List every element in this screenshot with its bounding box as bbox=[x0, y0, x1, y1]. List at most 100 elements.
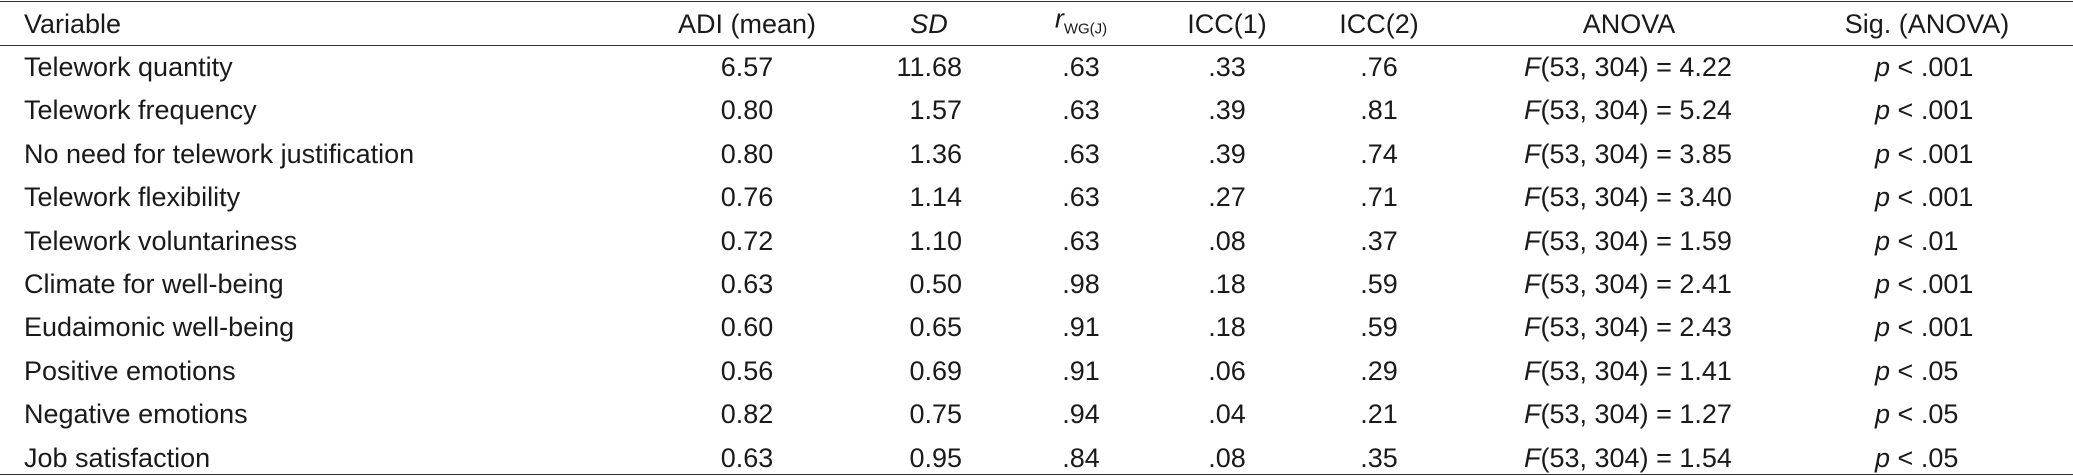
row-label: Telework voluntariness bbox=[24, 225, 298, 256]
cell-value: 1.57 bbox=[909, 95, 962, 126]
cell-value: 0.75 bbox=[909, 399, 962, 430]
stat-text: (53, 304) = 2.41 bbox=[1540, 269, 1732, 299]
stat-symbol: p bbox=[1875, 399, 1891, 430]
cell-value: .71 bbox=[1360, 182, 1398, 213]
header-rule bbox=[0, 45, 2073, 46]
cell-value: .63 bbox=[1062, 182, 1100, 213]
cell-value: .63 bbox=[1062, 95, 1100, 126]
cell-value: .84 bbox=[1062, 442, 1100, 473]
row-label: Negative emotions bbox=[24, 399, 248, 430]
stat-text: (53, 304) = 1.59 bbox=[1540, 225, 1732, 256]
stat-text: (53, 304) = 3.40 bbox=[1540, 182, 1732, 213]
column-header: SD bbox=[910, 9, 948, 39]
stat-symbol: p bbox=[1875, 355, 1891, 386]
cell-value: p < .001 bbox=[1875, 268, 1973, 300]
cell-value: .06 bbox=[1208, 355, 1246, 386]
column-header: ADI (mean) bbox=[677, 9, 817, 39]
row-label: Telework quantity bbox=[24, 52, 233, 82]
cell-value: .39 bbox=[1208, 95, 1246, 126]
cell-value: 1.36 bbox=[909, 138, 962, 169]
cell-value: 0.69 bbox=[909, 355, 962, 386]
stat-symbol: p bbox=[1875, 269, 1891, 299]
column-header: Variable bbox=[24, 9, 122, 39]
cell-value: 0.60 bbox=[720, 312, 774, 343]
cell-value: 0.65 bbox=[909, 312, 962, 343]
cell-value: .37 bbox=[1360, 225, 1398, 256]
stat-symbol: F bbox=[1524, 95, 1541, 126]
cell-value: 6.57 bbox=[720, 52, 774, 82]
cell-value: p < .001 bbox=[1875, 181, 1973, 213]
row-label: Positive emotions bbox=[24, 355, 236, 386]
stat-symbol: p bbox=[1875, 225, 1891, 256]
stat-symbol: F bbox=[1524, 138, 1541, 169]
stat-text: < .001 bbox=[1897, 312, 1974, 343]
cell-value: .91 bbox=[1062, 355, 1100, 386]
row-label: Eudaimonic well-being bbox=[24, 312, 295, 343]
stat-symbol: F bbox=[1524, 355, 1541, 386]
cell-value: p < .001 bbox=[1875, 311, 1973, 343]
stat-text: < .001 bbox=[1897, 95, 1974, 126]
cell-value: F(53, 304) = 1.41 bbox=[1524, 355, 1732, 387]
stat-text: (53, 304) = 3.85 bbox=[1540, 138, 1732, 169]
stat-symbol: F bbox=[1524, 269, 1541, 299]
stat-text: < .001 bbox=[1897, 269, 1974, 299]
cell-value: p < .001 bbox=[1875, 138, 1973, 170]
stat-symbol: F bbox=[1524, 225, 1541, 256]
cell-value: .81 bbox=[1360, 95, 1398, 126]
cell-value: .63 bbox=[1062, 225, 1100, 256]
cell-value: 0.76 bbox=[720, 182, 774, 213]
cell-value: F(53, 304) = 4.22 bbox=[1524, 51, 1732, 83]
cell-value: .29 bbox=[1360, 355, 1398, 386]
row-label: Climate for well-being bbox=[24, 269, 284, 299]
column-header: ANOVA bbox=[1582, 9, 1676, 39]
column-header: ICC(2) bbox=[1339, 9, 1419, 39]
cell-value: .94 bbox=[1062, 399, 1100, 430]
cell-value: .39 bbox=[1208, 138, 1246, 169]
bottom-rule bbox=[0, 474, 2073, 475]
cell-value: p < .001 bbox=[1875, 94, 1973, 126]
stat-text: (53, 304) = 2.43 bbox=[1540, 312, 1732, 343]
cell-value: .74 bbox=[1360, 138, 1398, 169]
cell-value: p < .05 bbox=[1875, 355, 1958, 387]
stat-text: < .01 bbox=[1897, 225, 1959, 256]
stat-symbol: p bbox=[1875, 442, 1891, 473]
cell-value: .91 bbox=[1062, 312, 1100, 343]
stat-symbol: p bbox=[1875, 182, 1891, 213]
cell-value: .04 bbox=[1208, 399, 1246, 430]
cell-value: 0.56 bbox=[720, 355, 774, 386]
cell-value: F(53, 304) = 2.43 bbox=[1524, 311, 1732, 343]
cell-value: p < .05 bbox=[1875, 442, 1958, 474]
row-label: No need for telework justification bbox=[24, 138, 415, 169]
cell-value: p < .05 bbox=[1875, 398, 1958, 430]
row-label: Telework flexibility bbox=[24, 182, 241, 213]
stat-symbol: p bbox=[1875, 95, 1891, 126]
cell-value: 0.80 bbox=[720, 138, 774, 169]
cell-value: .18 bbox=[1208, 312, 1246, 343]
stat-text: < .001 bbox=[1897, 138, 1974, 169]
cell-value: 0.63 bbox=[720, 442, 774, 473]
cell-value: 11.68 bbox=[896, 52, 962, 82]
stat-text: < .05 bbox=[1897, 442, 1959, 473]
row-label: Job satisfaction bbox=[24, 442, 211, 473]
cell-value: F(53, 304) = 3.40 bbox=[1524, 181, 1732, 213]
header-subscript: WG(J) bbox=[1063, 20, 1108, 38]
stat-text: (53, 304) = 1.54 bbox=[1540, 442, 1732, 473]
cell-value: .59 bbox=[1360, 312, 1398, 343]
top-rule bbox=[0, 1, 2073, 2]
cell-value: .18 bbox=[1208, 269, 1246, 299]
stat-text: < .001 bbox=[1897, 182, 1974, 213]
stat-symbol: p bbox=[1875, 312, 1891, 343]
stat-symbol: F bbox=[1524, 182, 1541, 213]
cell-value: p < .01 bbox=[1875, 225, 1958, 257]
cell-value: 0.82 bbox=[720, 399, 774, 430]
cell-value: .59 bbox=[1360, 269, 1398, 299]
stat-text: (53, 304) = 1.27 bbox=[1540, 399, 1732, 430]
stat-text: (53, 304) = 5.24 bbox=[1540, 95, 1732, 126]
stat-symbol: p bbox=[1875, 52, 1891, 82]
stat-text: (53, 304) = 1.41 bbox=[1540, 355, 1732, 386]
column-header: rWG(J) bbox=[1055, 3, 1107, 46]
stat-symbol: F bbox=[1524, 442, 1541, 473]
cell-value: F(53, 304) = 2.41 bbox=[1524, 268, 1732, 300]
row-label: Telework frequency bbox=[24, 95, 257, 126]
